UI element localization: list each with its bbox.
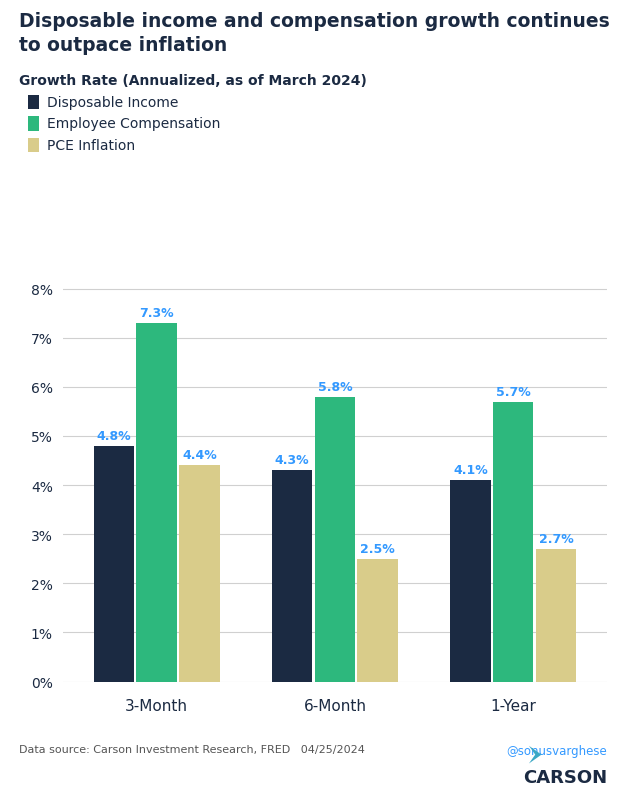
Bar — [272, 471, 312, 682]
Text: 2.5%: 2.5% — [361, 542, 395, 555]
Text: 5.8%: 5.8% — [317, 380, 352, 393]
Text: Data source: Carson Investment Research, FRED   04/25/2024: Data source: Carson Investment Research,… — [19, 744, 365, 754]
Text: 4.1%: 4.1% — [453, 464, 488, 476]
Bar — [450, 480, 491, 682]
Text: Disposable income and compensation growth continues: Disposable income and compensation growt… — [19, 12, 610, 31]
Text: Employee Compensation: Employee Compensation — [47, 117, 220, 132]
Text: CARSON: CARSON — [523, 768, 607, 786]
Text: 7.3%: 7.3% — [140, 306, 174, 320]
Bar — [536, 549, 576, 682]
Bar — [94, 446, 134, 682]
Text: 4.3%: 4.3% — [275, 454, 309, 467]
Bar — [357, 559, 398, 682]
Text: to outpace inflation: to outpace inflation — [19, 36, 227, 55]
Bar — [179, 466, 220, 682]
Bar — [493, 402, 533, 682]
Text: 2.7%: 2.7% — [538, 533, 573, 545]
Text: Disposable Income: Disposable Income — [47, 95, 178, 110]
Text: 5.7%: 5.7% — [496, 385, 530, 398]
Bar — [136, 323, 177, 682]
Text: Growth Rate (Annualized, as of March 2024): Growth Rate (Annualized, as of March 202… — [19, 74, 367, 87]
Text: 4.8%: 4.8% — [96, 429, 131, 442]
Bar — [315, 397, 355, 682]
Text: @sonusvarghese: @sonusvarghese — [506, 744, 607, 757]
Text: 4.4%: 4.4% — [182, 449, 217, 462]
Text: PCE Inflation: PCE Inflation — [47, 139, 135, 153]
